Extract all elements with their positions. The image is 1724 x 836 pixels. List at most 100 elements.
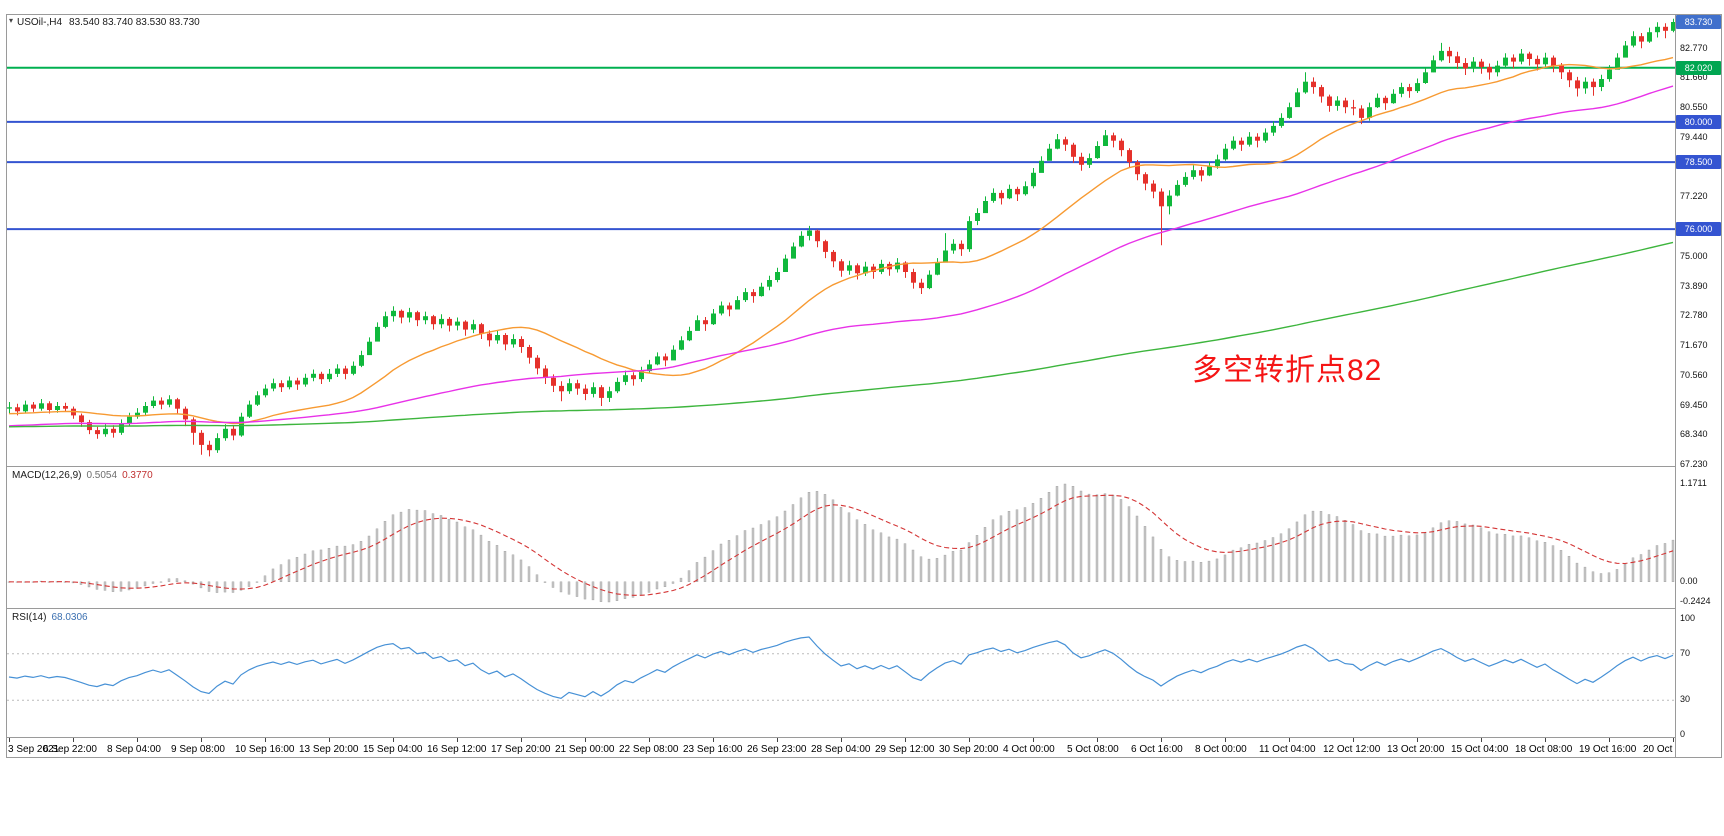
- time-axis-tick: [841, 738, 842, 742]
- ma-fast-line: [8, 56, 1674, 425]
- time-axis-label: 4 Oct 00:00: [1003, 744, 1055, 755]
- rsi-value: 68.0306: [51, 612, 88, 623]
- time-axis-label: 26 Sep 23:00: [747, 744, 807, 755]
- chart-shift-marker-icon: ▾: [9, 16, 14, 25]
- time-axis-label: 9 Sep 08:00: [171, 744, 225, 755]
- rsi-panel[interactable]: RSI(14) 68.0306: [7, 608, 1675, 737]
- macd-label: MACD(12,26,9) 0.5054 0.3770: [12, 470, 153, 481]
- time-axis-label: 17 Sep 20:00: [491, 744, 551, 755]
- time-axis-label: 12 Oct 12:00: [1323, 744, 1381, 755]
- time-axis-tick: [649, 738, 650, 742]
- rsi-label: RSI(14) 68.0306: [12, 612, 88, 623]
- time-axis-tick: [1545, 738, 1546, 742]
- time-axis-label: 28 Sep 04:00: [811, 744, 871, 755]
- price-axis-label: 73.890: [1680, 281, 1708, 291]
- rsi-line: [8, 636, 1674, 699]
- time-axis-label: 20 Oct 22:00: [1643, 744, 1701, 755]
- time-axis-label: 6 Oct 16:00: [1131, 744, 1183, 755]
- time-axis-tick: [137, 738, 138, 742]
- macd-axis-label: -0.2424: [1680, 596, 1711, 606]
- time-axis-label: 18 Oct 08:00: [1515, 744, 1573, 755]
- rsi-name: RSI(14): [12, 612, 47, 623]
- main-chart-panel[interactable]: ▾ USOil-,H4 83.540 83.740 83.530 83.730 多…: [7, 15, 1675, 466]
- time-axis-label: 21 Sep 00:00: [555, 744, 615, 755]
- price-axis-label: 80.550: [1680, 102, 1708, 112]
- time-axis-label: 19 Oct 16:00: [1579, 744, 1637, 755]
- time-axis-tick: [1097, 738, 1098, 742]
- macd-axis-label: 0.00: [1680, 576, 1698, 586]
- time-axis-tick: [265, 738, 266, 742]
- time-axis-tick: [457, 738, 458, 742]
- time-axis-tick: [905, 738, 906, 742]
- macd-signal-value: 0.3770: [122, 470, 153, 481]
- time-axis-tick: [201, 738, 202, 742]
- time-axis-label: 6 Sep 22:00: [43, 744, 97, 755]
- price-axis-label: 69.450: [1680, 400, 1708, 410]
- time-axis-label: 13 Sep 20:00: [299, 744, 359, 755]
- time-axis-label: 5 Oct 08:00: [1067, 744, 1119, 755]
- ma-slow-line: [8, 241, 1674, 428]
- time-axis-tick: [1609, 738, 1610, 742]
- time-axis-tick: [329, 738, 330, 742]
- time-axis-label: 16 Sep 12:00: [427, 744, 487, 755]
- time-axis-tick: [585, 738, 586, 742]
- time-axis-tick: [1417, 738, 1418, 742]
- annotation-text[interactable]: 多空转折点82: [1192, 354, 1383, 387]
- time-axis-label: 30 Sep 20:00: [939, 744, 999, 755]
- time-axis-label: 15 Sep 04:00: [363, 744, 423, 755]
- price-level-badge-82.020[interactable]: 82.020: [1676, 61, 1721, 75]
- price-axis-column[interactable]: 83.88082.77081.66080.55079.44077.22075.0…: [1675, 15, 1721, 757]
- rsi-axis-label: 30: [1680, 694, 1691, 704]
- time-axis-tick: [1481, 738, 1482, 742]
- time-axis-label: 8 Sep 04:00: [107, 744, 161, 755]
- time-axis-tick: [1033, 738, 1034, 742]
- time-axis-label: 10 Sep 16:00: [235, 744, 295, 755]
- price-axis-label: 70.560: [1680, 370, 1708, 380]
- price-axis-label: 81.660: [1680, 72, 1708, 82]
- time-axis-tick: [521, 738, 522, 742]
- macd-panel[interactable]: MACD(12,26,9) 0.5054 0.3770: [7, 466, 1675, 608]
- price-axis-label: 79.440: [1680, 132, 1708, 142]
- rsi-axis-label: 0: [1680, 729, 1686, 739]
- rsi-chart[interactable]: [7, 609, 1675, 738]
- time-axis-label: 23 Sep 16:00: [683, 744, 743, 755]
- time-axis-label: 13 Oct 20:00: [1387, 744, 1445, 755]
- macd-signal-line: [8, 494, 1674, 596]
- time-axis-tick: [969, 738, 970, 742]
- ohlc-values: 83.540 83.740 83.530 83.730: [69, 17, 200, 28]
- time-axis-label: 15 Oct 04:00: [1451, 744, 1509, 755]
- time-axis-label: 8 Oct 00:00: [1195, 744, 1247, 755]
- price-axis-label: 77.220: [1680, 191, 1708, 201]
- price-axis-label: 68.340: [1680, 429, 1708, 439]
- price-axis-label: 71.670: [1680, 340, 1708, 350]
- symbol-info: USOil-,H4 83.540 83.740 83.530 83.730: [17, 17, 200, 28]
- rsi-axis-label: 70: [1680, 648, 1691, 658]
- time-axis-label: 11 Oct 04:00: [1259, 744, 1316, 755]
- time-axis-tick: [393, 738, 394, 742]
- price-axis-label: 72.780: [1680, 310, 1708, 320]
- rsi-axis-label: 100: [1680, 613, 1696, 623]
- time-axis-label: 22 Sep 08:00: [619, 744, 679, 755]
- time-axis[interactable]: 3 Sep 2021 6 Sep 22:00 8 Sep 04:00 9 Sep 08…: [7, 737, 1700, 757]
- symbol-period-label: USOil-,H4: [17, 17, 63, 28]
- chart-window: ▾ USOil-,H4 83.540 83.740 83.530 83.730 多…: [6, 14, 1722, 758]
- candlestick-chart[interactable]: [7, 15, 1675, 466]
- macd-chart[interactable]: [7, 467, 1675, 609]
- price-level-badge-83.730[interactable]: 83.730: [1676, 15, 1721, 29]
- macd-histogram: [7, 483, 1675, 603]
- time-axis-label: 3 Sep 2021: [8, 744, 60, 755]
- time-axis-tick: [1225, 738, 1226, 742]
- price-level-badge-78.500[interactable]: 78.500: [1676, 155, 1721, 169]
- time-axis-tick: [1289, 738, 1290, 742]
- macd-axis-label: 1.1711: [1680, 478, 1707, 488]
- time-axis-tick: [1353, 738, 1354, 742]
- macd-name: MACD(12,26,9): [12, 470, 82, 481]
- time-axis-tick: [73, 738, 74, 742]
- price-level-badge-80.000[interactable]: 80.000: [1676, 115, 1721, 129]
- time-axis-tick: [1161, 738, 1162, 742]
- time-axis-tick: [9, 738, 10, 742]
- macd-main-value: 0.5054: [86, 470, 118, 481]
- level-lines-layer[interactable]: [7, 66, 1675, 231]
- ma-medium-line: [8, 85, 1674, 427]
- price-level-badge-76.000[interactable]: 76.000: [1676, 222, 1721, 236]
